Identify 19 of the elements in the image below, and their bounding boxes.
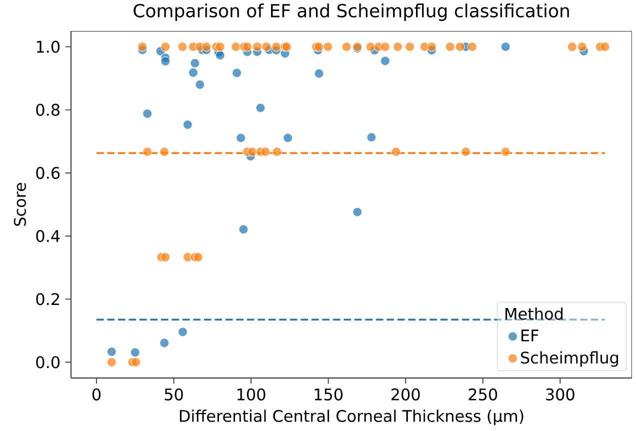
y-tick-label: 0.0 xyxy=(36,356,60,368)
x-tick-label: 300 xyxy=(546,388,574,400)
x-tick-label: 150 xyxy=(314,388,343,400)
x-tick-label: 0 xyxy=(92,388,101,400)
x-tick-label: 100 xyxy=(238,388,266,400)
chart-title: Comparison of EF and Scheimpflug classification xyxy=(134,4,569,21)
y-tick-label: 0.6 xyxy=(36,166,60,179)
x-tick-label: 200 xyxy=(391,388,420,400)
x-axis-title: Differential Central Corneal Thickness (µm) xyxy=(180,410,524,426)
y-tick-label: 0.2 xyxy=(36,293,59,306)
legend-title: Method xyxy=(506,307,563,320)
y-axis-title: Score xyxy=(14,182,26,226)
y-tick-label: 0.4 xyxy=(36,230,60,242)
y-tick-label: 0.8 xyxy=(36,104,60,116)
legend-label: EF xyxy=(522,330,538,342)
legend-label: Scheimpflug xyxy=(521,351,618,367)
x-tick-label: 250 xyxy=(468,388,498,400)
y-tick-label: 1.0 xyxy=(36,40,60,53)
x-tick-label: 50 xyxy=(164,388,183,400)
